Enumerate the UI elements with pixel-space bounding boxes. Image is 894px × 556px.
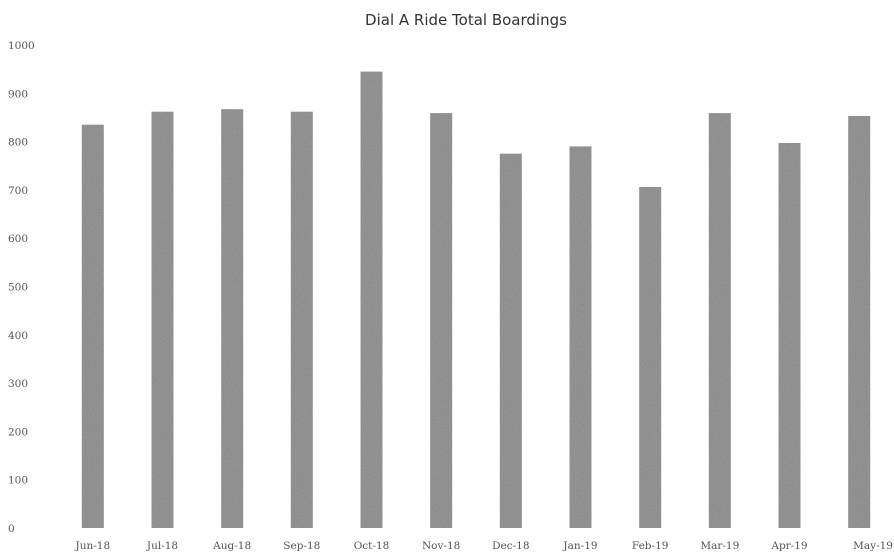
y-tick-label: 200 — [8, 426, 28, 438]
y-tick-label: 100 — [8, 475, 28, 487]
y-tick-label: 600 — [8, 233, 28, 245]
bar-jan-19 — [569, 146, 592, 528]
x-tick-label: Jul-18 — [146, 540, 178, 552]
bar-oct-18 — [360, 71, 383, 528]
y-tick-label: 700 — [8, 185, 28, 197]
x-tick-label: Aug-18 — [212, 540, 251, 552]
bar-jun-18 — [81, 124, 104, 528]
y-tick-label: 900 — [8, 88, 28, 100]
x-tick-label: Nov-18 — [422, 540, 460, 552]
x-tick-label: Jun-18 — [75, 540, 111, 552]
bar-may-19 — [848, 116, 871, 528]
y-tick-label: 1000 — [8, 40, 35, 52]
x-tick-label: May-19 — [853, 540, 893, 552]
x-axis: Jun-18 Jul-18 Aug-18 Sep-18 Oct-18 Nov-18 Dec-… — [75, 540, 893, 552]
y-tick-label: 800 — [8, 137, 28, 149]
y-tick-label: 400 — [8, 330, 28, 342]
bar-sep-18 — [290, 111, 313, 528]
y-tick-label: 300 — [8, 378, 28, 390]
x-tick-label: Mar-19 — [700, 540, 739, 552]
y-axis: 0 100 200 300 400 500 600 700 800 900 1000 — [8, 40, 35, 535]
bar-nov-18 — [430, 113, 453, 528]
bars — [81, 71, 871, 528]
x-tick-label: Apr-19 — [770, 540, 807, 552]
x-tick-label: Oct-18 — [354, 540, 390, 552]
y-tick-label: 500 — [8, 282, 28, 294]
x-tick-label: Feb-19 — [632, 540, 669, 552]
bar-jul-18 — [151, 111, 174, 528]
bar-mar-19 — [708, 113, 731, 528]
x-tick-label: Dec-18 — [492, 540, 529, 552]
chart-title: Dial A Ride Total Boardings — [365, 11, 567, 29]
bar-apr-19 — [778, 143, 801, 528]
bar-dec-18 — [499, 153, 522, 528]
x-tick-label: Sep-18 — [283, 540, 320, 552]
y-tick-label: 0 — [8, 523, 15, 535]
bar-aug-18 — [221, 109, 244, 528]
bar-feb-19 — [639, 187, 662, 528]
x-tick-label: Jan-19 — [562, 540, 597, 552]
